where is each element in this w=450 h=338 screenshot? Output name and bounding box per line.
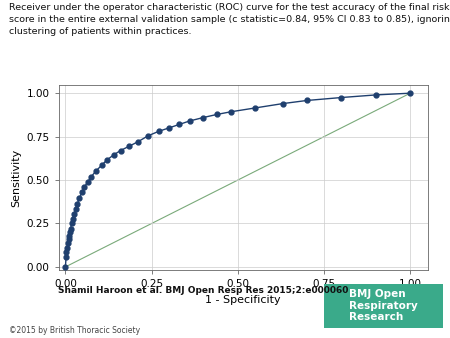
Text: Receiver under the operator characteristic (ROC) curve for the test accuracy of : Receiver under the operator characterist… xyxy=(9,3,450,13)
Text: score in the entire external validation sample (c statistic=0.84, 95% CI 0.83 to: score in the entire external validation … xyxy=(9,15,450,24)
Text: ©2015 by British Thoracic Society: ©2015 by British Thoracic Society xyxy=(9,326,140,335)
Y-axis label: Sensitivity: Sensitivity xyxy=(11,148,21,207)
Text: Shamil Haroon et al. BMJ Open Resp Res 2015;2:e000060: Shamil Haroon et al. BMJ Open Resp Res 2… xyxy=(58,286,349,295)
Text: clustering of patients within practices.: clustering of patients within practices. xyxy=(9,27,192,36)
Text: BMJ Open
Respiratory
Research: BMJ Open Respiratory Research xyxy=(349,289,418,322)
X-axis label: 1 - Specificity: 1 - Specificity xyxy=(205,295,281,305)
